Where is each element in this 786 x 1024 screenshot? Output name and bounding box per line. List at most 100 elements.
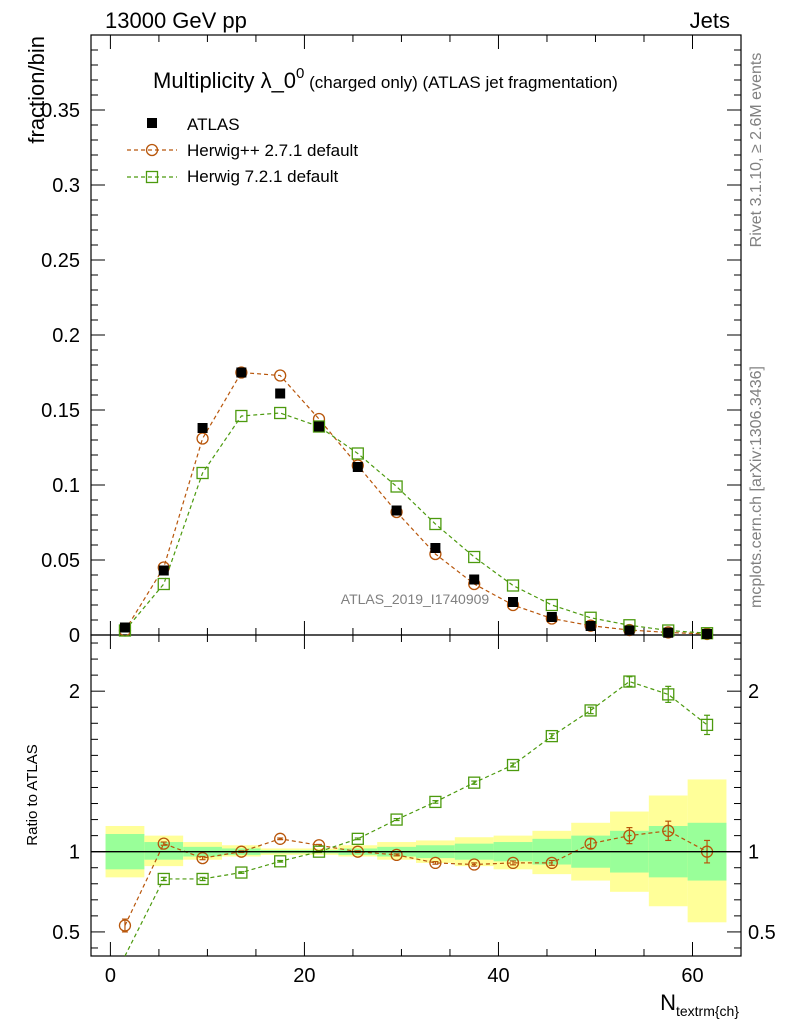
ratio-tick-label-left: 2 [69,681,80,703]
x-tick-label: 0 [105,965,116,987]
legend-label-herwigpp: Herwig++ 2.7.1 default [187,141,358,160]
data-point-atlas [469,574,480,585]
legend-label-herwig7: Herwig 7.2.1 default [187,167,338,186]
legend-marker-herwig7 [145,170,159,184]
legend: ATLAS Herwig++ 2.7.1 default Herwig 7.2.… [127,115,358,186]
ratio-tick-label-right: 2 [748,681,759,703]
data-point-atlas [508,597,519,607]
data-point-herwig7 [429,517,442,531]
ratio-point-herwig7 [429,795,442,809]
data-point-atlas [119,622,130,633]
uncertainty-bands [105,779,727,923]
data-point-herwig7 [390,480,403,493]
ratio-panel-frame [90,634,742,957]
y-tick-label: 0.05 [41,550,80,572]
ratio-point-herwig7 [584,704,597,717]
axis-ticks [91,35,741,956]
ratio-tick-label-right: 1 [748,842,759,864]
data-point-herwig7 [196,466,209,480]
ratio-point-herwig7 [390,813,403,826]
data-point-atlas [275,388,286,399]
ratio-point-herwig7 [235,866,248,879]
ratio-point-herwigpp [429,856,442,870]
y-tick-label: 0.1 [52,475,80,497]
header-energy-label: 13000 GeV pp [105,8,247,33]
data-point-atlas [197,423,208,433]
data-point-atlas [624,625,635,636]
data-point-atlas [585,621,596,631]
data-point-herwig7 [468,550,481,564]
data-point-atlas [158,565,169,576]
series-line-herwigpp [124,371,708,635]
x-tick-label: 20 [293,965,315,987]
legend-marker-herwigpp [145,143,159,157]
x-tick-label: 40 [487,965,509,987]
ratio-tick-label-right: 0.5 [748,922,776,944]
series-line-herwig7 [124,412,708,634]
green-band-bin [144,842,184,860]
main-panel-series [118,366,714,641]
rivet-version-label: Rivet 3.1.10, ≥ 2.6M events [748,53,765,248]
axis-tick-labels: 0 20 40 60 0 0.05 0.1 0.15 0.2 0.25 0.3 0.35 0.5 0.5 1… [41,100,776,987]
data-point-atlas [352,462,363,472]
ratio-line-herwigpp [124,830,708,926]
y-tick-label: 0.25 [41,250,80,272]
ratio-point-herwigpp [118,919,132,932]
ratio-panel-series [118,675,714,957]
y-axis-label: fraction/bin [24,36,49,144]
ratio-point-herwig7 [196,872,209,886]
data-point-herwigpp [196,432,209,445]
data-point-herwig7 [157,577,170,591]
ratio-point-herwig7 [274,855,287,868]
data-point-atlas [702,628,713,639]
data-point-herwigpp [235,366,248,379]
ratio-axis-label: Ratio to ATLAS [24,744,41,845]
data-point-atlas [236,367,247,378]
data-point-herwig7 [312,420,326,433]
y-tick-label: 0.15 [41,400,80,422]
ratio-point-herwig7 [662,688,675,701]
data-point-herwig7 [506,579,520,592]
ratio-line-herwig7 [124,680,708,957]
ratio-point-herwigpp [468,858,481,871]
data-point-atlas [430,543,441,553]
x-tick-label: 60 [681,965,703,987]
legend-marker-atlas [147,118,157,128]
legend-label-atlas: ATLAS [187,115,240,134]
ratio-point-herwig7 [468,776,481,789]
ratio-point-herwig7 [157,872,170,886]
ratio-point-herwigpp [545,856,558,870]
data-point-herwig7 [274,406,287,420]
data-point-atlas [391,505,402,516]
data-point-herwig7 [545,598,558,612]
data-point-herwigpp [584,619,597,632]
data-point-herwig7 [235,409,248,423]
ratio-point-herwigpp [390,848,403,862]
ratio-point-herwigpp [623,829,636,842]
y-tick-label: 0.35 [41,100,80,122]
ratio-point-herwig7 [351,832,364,845]
data-point-atlas [313,421,324,432]
x-axis-label: Ntextrm{ch} [660,990,739,1019]
data-point-herwigpp [274,369,287,382]
ratio-point-herwigpp [196,851,209,865]
analysis-id-label: ATLAS_2019_I1740909 [341,591,490,607]
y-tick-label: 0.3 [52,175,80,197]
y-tick-label: 0.2 [52,325,80,347]
ratio-point-herwigpp [157,837,170,850]
ratio-point-herwigpp [584,837,597,850]
ratio-point-herwigpp [274,832,287,845]
data-point-atlas [663,627,674,638]
ratio-tick-label-left: 0.5 [52,922,80,944]
y-tick-label: 0 [69,625,80,647]
ratio-point-herwig7 [700,718,714,732]
ratio-tick-label-left: 1 [69,842,80,864]
mcplots-label: mcplots.cern.ch [arXiv:1306.3436] [748,366,765,608]
ratio-point-herwig7 [623,675,636,688]
header-process-label: Jets [690,8,730,33]
data-point-herwig7 [351,447,364,460]
ratio-point-herwigpp [506,856,520,870]
chart-title: Multiplicity λ_00 (charged only) (ATLAS … [153,65,618,93]
ratio-point-herwigpp [662,824,675,837]
